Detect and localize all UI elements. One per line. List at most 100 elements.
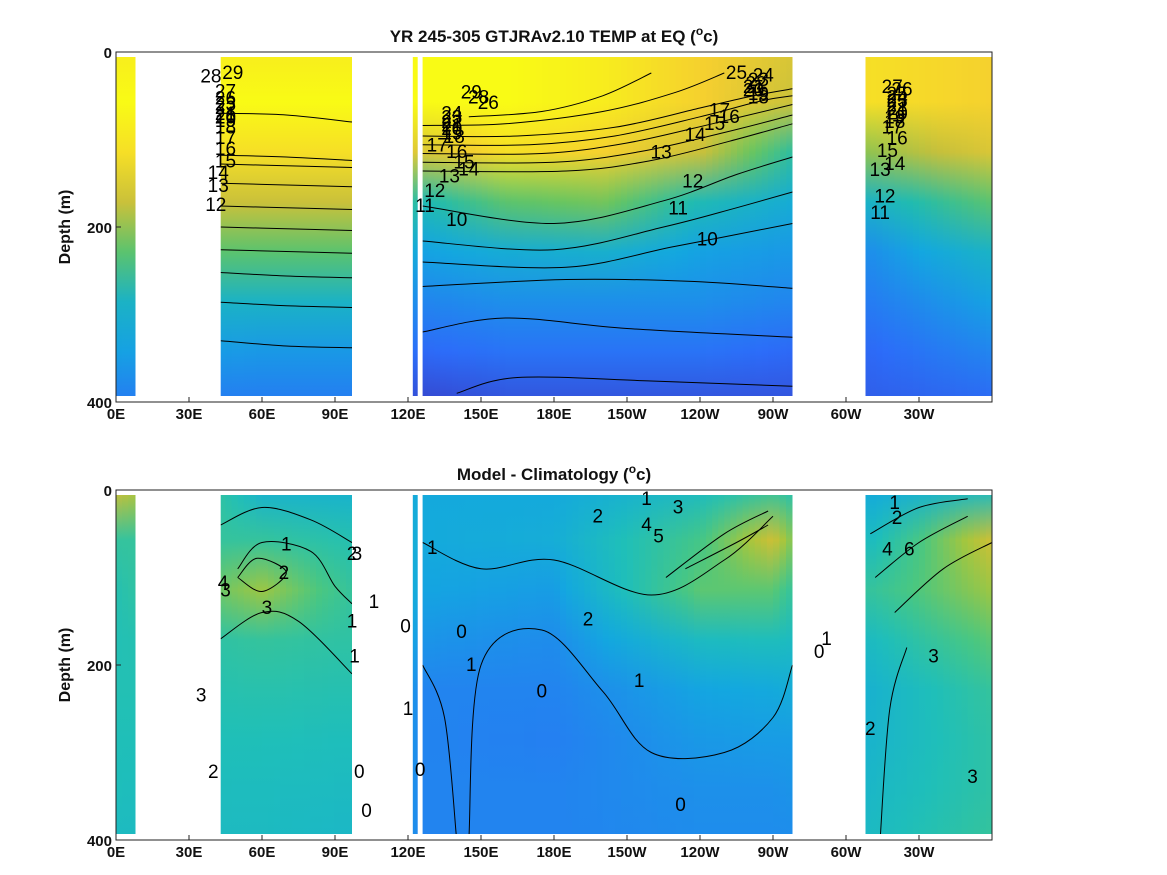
contour-label: 19 xyxy=(748,84,769,105)
land-region xyxy=(135,51,221,403)
contour-line xyxy=(879,647,908,840)
contour-line xyxy=(422,223,793,269)
contour-label: 0 xyxy=(361,801,372,822)
field-strip xyxy=(255,490,263,840)
contour-label: 1 xyxy=(821,629,832,650)
field-strip xyxy=(967,490,975,840)
field-strip xyxy=(675,490,683,840)
contour-label: 16 xyxy=(446,142,467,163)
contour-label: 2 xyxy=(892,508,903,529)
field-strip xyxy=(693,490,701,840)
x-tick-label: 90W xyxy=(758,844,790,861)
field-strip xyxy=(669,490,677,840)
field-strip xyxy=(785,490,794,840)
field-strip xyxy=(446,490,454,840)
field-strip xyxy=(535,52,543,402)
y-tick-label: 400 xyxy=(87,833,112,850)
contour-line xyxy=(220,610,353,675)
temperature-panel: 2928272623222120191817161514131229282624… xyxy=(57,24,993,423)
field-strip xyxy=(554,490,561,840)
contour-label: 27 xyxy=(882,77,903,98)
contour-line xyxy=(422,317,793,338)
contour-label: 2 xyxy=(583,610,594,631)
field-strip xyxy=(925,490,932,840)
field-strip xyxy=(912,52,920,402)
contour-label: 1 xyxy=(466,655,477,676)
contour-label: 25 xyxy=(887,84,908,105)
field-strip xyxy=(882,52,890,402)
field-strip xyxy=(657,490,665,840)
field-strip xyxy=(773,490,781,840)
field-strip xyxy=(760,490,768,840)
contour-label: 17 xyxy=(709,101,730,122)
contour-label: 24 xyxy=(887,88,909,109)
contour-label: 24 xyxy=(753,66,775,87)
field-strip xyxy=(458,52,465,402)
contour-line xyxy=(422,156,793,225)
field-strip xyxy=(328,490,335,840)
field-strip xyxy=(518,490,525,840)
field-strip xyxy=(286,52,293,402)
field-strip xyxy=(512,490,519,840)
field-strip xyxy=(755,52,763,402)
field-strip xyxy=(706,52,713,402)
field-strip xyxy=(894,490,902,840)
x-tick-label: 0E xyxy=(107,406,125,423)
field-strip xyxy=(645,490,652,840)
field-strip xyxy=(943,52,951,402)
field-strip xyxy=(488,490,495,840)
field-strip xyxy=(410,52,418,402)
x-tick-label: 30E xyxy=(176,406,203,423)
field-strip xyxy=(894,52,902,402)
field-strip xyxy=(967,52,975,402)
field-strip xyxy=(572,52,579,402)
x-tick-label: 150E xyxy=(463,844,498,861)
contour-line xyxy=(422,104,793,155)
y-tick-label: 400 xyxy=(87,395,112,412)
field-strip xyxy=(128,52,135,402)
contour-label: 11 xyxy=(870,203,890,224)
field-strip xyxy=(870,490,878,840)
field-strip xyxy=(506,490,513,840)
y-axis: 0 200 400 xyxy=(87,483,121,850)
field-strip xyxy=(900,52,908,402)
field-strip xyxy=(627,52,634,402)
field-strip xyxy=(517,52,525,402)
contour-label: 29 xyxy=(222,63,243,84)
contour-label: 0 xyxy=(354,762,365,783)
contour-line xyxy=(685,524,769,570)
field-strip xyxy=(919,52,926,402)
field-strip xyxy=(286,490,293,840)
contour-line xyxy=(870,498,968,535)
y-axis-label: Depth (m) xyxy=(57,628,74,703)
field-strip xyxy=(440,490,448,840)
x-tick-label: 90E xyxy=(322,844,349,861)
contour-label: 1 xyxy=(349,646,360,667)
field-strip xyxy=(476,490,483,840)
field-strip xyxy=(304,52,311,402)
field-strip xyxy=(864,52,871,402)
field-strip xyxy=(620,52,628,402)
field-strip xyxy=(255,52,263,402)
field-strip xyxy=(292,490,299,840)
contour-line xyxy=(468,72,652,118)
field-strip xyxy=(937,490,944,840)
field-strip xyxy=(773,52,781,402)
contour-label: 17 xyxy=(215,128,236,149)
field-strip xyxy=(547,52,555,402)
field-strip xyxy=(249,52,257,402)
contour-label: 14 xyxy=(884,154,906,175)
field-strip xyxy=(243,52,251,402)
contour-label: 3 xyxy=(352,544,363,565)
contour-line xyxy=(220,301,353,308)
x-tick-label: 30W xyxy=(904,406,936,423)
contour-label: 2 xyxy=(593,506,604,527)
field-strip xyxy=(529,52,537,402)
field-strip xyxy=(620,490,628,840)
field-strip xyxy=(268,490,275,840)
contour-line xyxy=(220,272,353,279)
field-strip xyxy=(500,490,507,840)
contour-line xyxy=(422,72,725,126)
contour-label: 23 xyxy=(215,95,236,116)
